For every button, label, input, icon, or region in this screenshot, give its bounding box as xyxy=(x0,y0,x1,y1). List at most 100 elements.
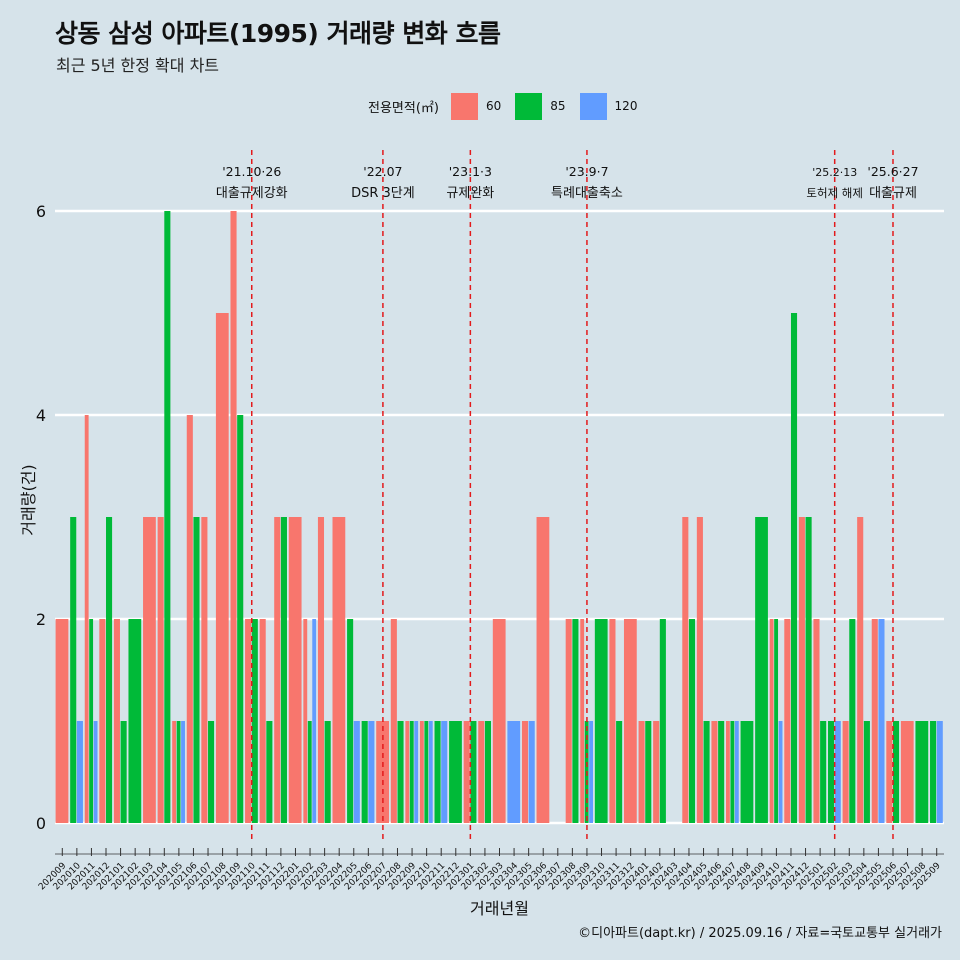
bar-202112-60 xyxy=(274,517,281,823)
event-date-3: '23.9·7 xyxy=(565,164,608,179)
legend-label-120: 120 xyxy=(614,99,638,113)
bar-202508-85 xyxy=(915,721,929,823)
bar-202401-60 xyxy=(638,721,645,823)
bar-202101-60 xyxy=(113,619,120,823)
legend-key-120 xyxy=(579,92,607,120)
bar-202203-85 xyxy=(324,721,331,823)
bar-202105-85 xyxy=(176,721,181,823)
bar-202509-120 xyxy=(936,721,943,823)
bar-202506-85 xyxy=(892,721,900,823)
bar-202305-120 xyxy=(528,721,535,823)
bar-202104-60 xyxy=(157,517,164,823)
bar-202108-60 xyxy=(215,313,229,823)
y-tick-label-6: 6 xyxy=(36,202,46,221)
event-label-1: DSR 3단계 xyxy=(351,186,415,201)
source-caption: ©디아파트(dapt.kr) / 2025.09.16 / 자료=국토교통부 실… xyxy=(578,926,942,941)
bar-202106-85 xyxy=(193,517,200,823)
bar-202111-85 xyxy=(266,721,273,823)
bar-202011-60 xyxy=(84,415,89,823)
bar-202210-120 xyxy=(428,721,433,823)
bar-202011-85 xyxy=(89,619,94,823)
bar-202408-85 xyxy=(740,721,754,823)
bar-202405-60 xyxy=(696,517,703,823)
bar-202105-60 xyxy=(172,721,177,823)
y-tick-label-2: 2 xyxy=(36,610,46,629)
bar-202407-60 xyxy=(725,721,730,823)
bar-202409-85 xyxy=(755,517,768,823)
bar-202211-85 xyxy=(434,721,441,823)
bar-202407-85 xyxy=(730,721,735,823)
bar-202504-85 xyxy=(863,721,870,823)
bar-202109-85 xyxy=(237,415,244,823)
bar-202206-120 xyxy=(368,721,375,823)
y-tick-label-4: 4 xyxy=(36,406,46,425)
legend-label-85: 85 xyxy=(550,99,566,113)
bar-202111-60 xyxy=(259,619,266,823)
bar-202506-60 xyxy=(886,721,893,823)
bar-202103-60 xyxy=(143,517,156,823)
bar-202208-85 xyxy=(397,721,404,823)
bar-202101-85 xyxy=(120,721,127,823)
bar-202312-60 xyxy=(623,619,637,823)
bar-202206-85 xyxy=(361,721,368,823)
bar-202211-120 xyxy=(441,721,448,823)
bar-202301-60 xyxy=(463,721,470,823)
bar-202202-85 xyxy=(307,721,312,823)
event-date-1: '22.07 xyxy=(363,164,402,179)
y-axis-title: 거래량(건) xyxy=(19,464,38,535)
bar-202504-60 xyxy=(857,517,864,823)
bar-202406-60 xyxy=(711,721,718,823)
bar-202110-85 xyxy=(251,619,258,823)
bar-202203-60 xyxy=(317,517,325,823)
bar-202209-85 xyxy=(409,721,414,823)
bar-202402-60 xyxy=(653,721,660,823)
bar-202109-60 xyxy=(230,211,237,823)
bar-202205-85 xyxy=(347,619,354,823)
legend-key-85 xyxy=(515,92,543,120)
bar-202411-60 xyxy=(784,619,791,823)
bar-202306-60 xyxy=(536,517,550,823)
bar-202502-85 xyxy=(828,721,835,823)
bar-202505-120 xyxy=(878,619,885,823)
bar-202311-60 xyxy=(609,619,616,823)
bar-202502-120 xyxy=(834,721,841,823)
bar-202009-60 xyxy=(55,619,69,823)
event-label-4: 토허제 해제 xyxy=(806,186,863,200)
bar-202410-120 xyxy=(778,721,783,823)
bar-202412-60 xyxy=(798,517,805,823)
bar-202501-85 xyxy=(820,721,827,823)
bar-202209-60 xyxy=(405,721,410,823)
bar-202212-85 xyxy=(449,721,462,823)
bar-202011-120 xyxy=(93,721,98,823)
bar-202205-120 xyxy=(353,721,360,823)
bar-202308-85 xyxy=(572,619,579,823)
legend-key-60 xyxy=(450,92,478,120)
bar-202305-60 xyxy=(521,721,529,823)
bar-202210-85 xyxy=(424,721,429,823)
bar-202302-60 xyxy=(478,721,485,823)
bar-202310-85 xyxy=(594,619,608,823)
legend: 전용면적(㎡) 60 85 120 xyxy=(368,92,651,120)
bar-202410-60 xyxy=(769,619,774,823)
event-label-5: 대출규제 xyxy=(869,186,917,201)
bar-202107-60 xyxy=(201,517,208,823)
bar-202507-60 xyxy=(900,721,914,823)
bar-202202-120 xyxy=(312,619,317,823)
bar-202201-60 xyxy=(288,517,302,823)
bar-202208-60 xyxy=(390,619,397,823)
bar-202311-85 xyxy=(616,721,623,823)
x-axis-title: 거래년월 xyxy=(470,899,529,918)
bar-202404-60 xyxy=(682,517,689,823)
bar-202106-60 xyxy=(186,415,193,823)
bar-202209-120 xyxy=(414,721,419,823)
bar-202210-60 xyxy=(419,721,424,823)
bar-202304-120 xyxy=(507,721,521,823)
bar-202010-85 xyxy=(70,517,77,823)
bar-202301-85 xyxy=(470,721,477,823)
bar-202102-85 xyxy=(128,619,142,823)
event-date-4: '25.2·13 xyxy=(812,166,857,179)
bar-202505-60 xyxy=(871,619,878,823)
bar-202012-60 xyxy=(99,619,106,823)
event-label-3: 특례대출축소 xyxy=(551,186,623,201)
